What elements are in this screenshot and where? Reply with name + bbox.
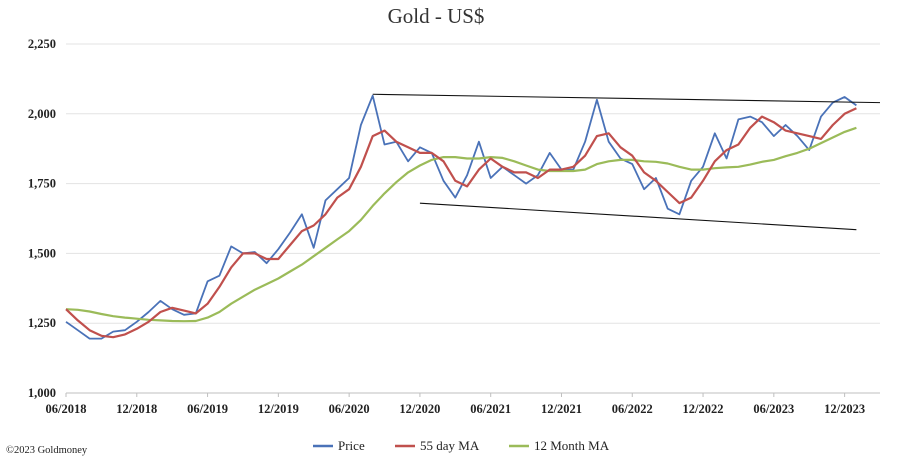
x-axis-tick-labels: 06/2018 12/2018 06/2019 12/2019 06/2020 12/20… <box>46 402 866 416</box>
legend-label-price: Price <box>338 438 365 453</box>
x-tick-label-2020-12: 12/2020 <box>399 402 440 416</box>
chart-title: Gold - US$ <box>388 4 485 28</box>
x-tick-label-2022-12: 12/2022 <box>683 402 724 416</box>
x-tick-label-2021-06: 06/2021 <box>470 402 511 416</box>
upper-trend-line <box>372 93 881 104</box>
gridlines <box>65 43 880 397</box>
x-tick-label-2018-12: 12/2018 <box>116 402 157 416</box>
series-lines <box>65 94 857 340</box>
y-tick-label-2250: 2,250 <box>28 37 56 51</box>
x-tick-label-2019-12: 12/2019 <box>258 402 299 416</box>
series-line-55-day-ma <box>65 107 857 339</box>
x-tick-label-2020-06: 06/2020 <box>329 402 370 416</box>
x-tick-label-2019-06: 06/2019 <box>187 402 228 416</box>
legend: Price 55 day MA 12 Month MA <box>313 438 610 453</box>
y-tick-label-1250: 1,250 <box>28 316 56 330</box>
x-tick-label-2021-12: 12/2021 <box>541 402 582 416</box>
y-tick-label-1500: 1,500 <box>28 246 56 260</box>
y-axis-tick-labels: 1,000 1,250 1,500 1,750 2,000 2,250 <box>28 37 56 400</box>
series-line-price <box>65 94 857 340</box>
y-tick-label-1750: 1,750 <box>28 177 56 191</box>
x-tick-label-2018-06: 06/2018 <box>46 402 87 416</box>
trend-lines <box>372 93 881 231</box>
series-line-12-month-ma <box>65 126 857 323</box>
x-tick-label-2023-12: 12/2023 <box>824 402 865 416</box>
x-tick-label-2023-06: 06/2023 <box>753 402 794 416</box>
y-tick-label-2000: 2,000 <box>28 107 56 121</box>
legend-label-12-month-ma: 12 Month MA <box>534 438 610 453</box>
lower-trend-line <box>419 202 857 231</box>
legend-label-55-day-ma: 55 day MA <box>420 438 480 453</box>
y-tick-label-1000: 1,000 <box>28 386 56 400</box>
x-tick-label-2022-06: 06/2022 <box>612 402 653 416</box>
copyright-text: ©2023 Goldmoney <box>6 445 88 456</box>
